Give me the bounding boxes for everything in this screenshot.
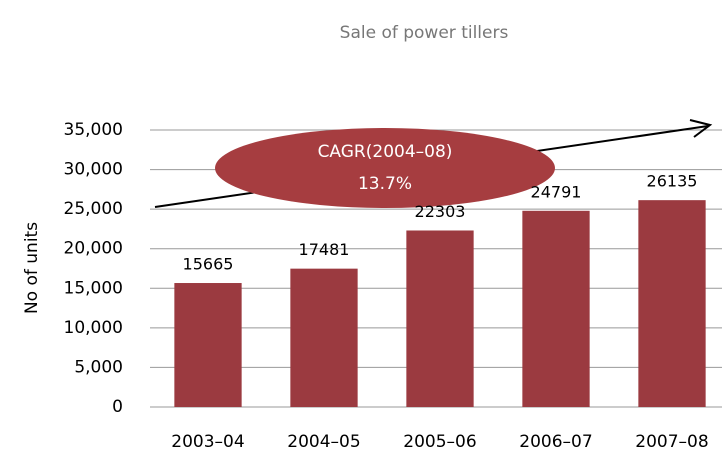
bars bbox=[174, 200, 706, 407]
y-axis-title: No of units bbox=[22, 222, 42, 314]
bar bbox=[406, 230, 474, 407]
y-tick-label: 30,000 bbox=[64, 160, 123, 180]
x-tick-label: 2007–08 bbox=[635, 432, 708, 452]
data-label: 15665 bbox=[183, 255, 234, 274]
annotation: 13.7% bbox=[358, 174, 412, 194]
y-tick-label: 35,000 bbox=[64, 120, 123, 140]
y-tick-label: 15,000 bbox=[64, 278, 123, 298]
data-label: 24791 bbox=[531, 182, 582, 201]
bar bbox=[522, 210, 590, 407]
bar bbox=[638, 200, 706, 407]
x-tick-label: 2003–04 bbox=[171, 432, 244, 452]
arrow-head bbox=[689, 119, 713, 138]
bar bbox=[174, 283, 242, 407]
data-label: 17481 bbox=[299, 240, 350, 259]
data-label: 26135 bbox=[647, 172, 698, 191]
x-tick-label: 2005–06 bbox=[403, 432, 476, 452]
bar bbox=[290, 268, 358, 407]
y-tick-label: 20,000 bbox=[64, 239, 123, 259]
data-label: 22303 bbox=[415, 202, 466, 221]
x-tick-label: 2004–05 bbox=[287, 432, 360, 452]
annotation-ellipse bbox=[215, 128, 555, 208]
y-tick-label: 5,000 bbox=[74, 357, 123, 377]
annotation: CAGR(2004–08) bbox=[318, 142, 453, 162]
x-tick-label: 2006–07 bbox=[519, 432, 592, 452]
y-tick-label: 25,000 bbox=[64, 199, 123, 219]
y-tick-label: 0 bbox=[112, 397, 123, 417]
chart-title: Sale of power tillers bbox=[340, 23, 509, 43]
y-tick-label: 10,000 bbox=[64, 318, 123, 338]
